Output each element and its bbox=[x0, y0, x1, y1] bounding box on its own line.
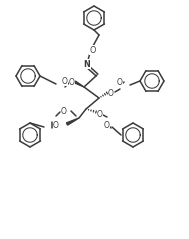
Text: O: O bbox=[61, 107, 67, 115]
Text: O: O bbox=[90, 45, 96, 54]
Polygon shape bbox=[67, 118, 79, 125]
Text: O: O bbox=[104, 121, 110, 130]
Text: O: O bbox=[108, 88, 114, 98]
Text: O: O bbox=[53, 121, 59, 130]
Text: O: O bbox=[97, 109, 103, 119]
Text: O: O bbox=[62, 76, 68, 86]
Text: N: N bbox=[84, 60, 90, 69]
Text: O: O bbox=[69, 77, 75, 87]
Text: O: O bbox=[117, 77, 123, 87]
Polygon shape bbox=[74, 81, 84, 87]
